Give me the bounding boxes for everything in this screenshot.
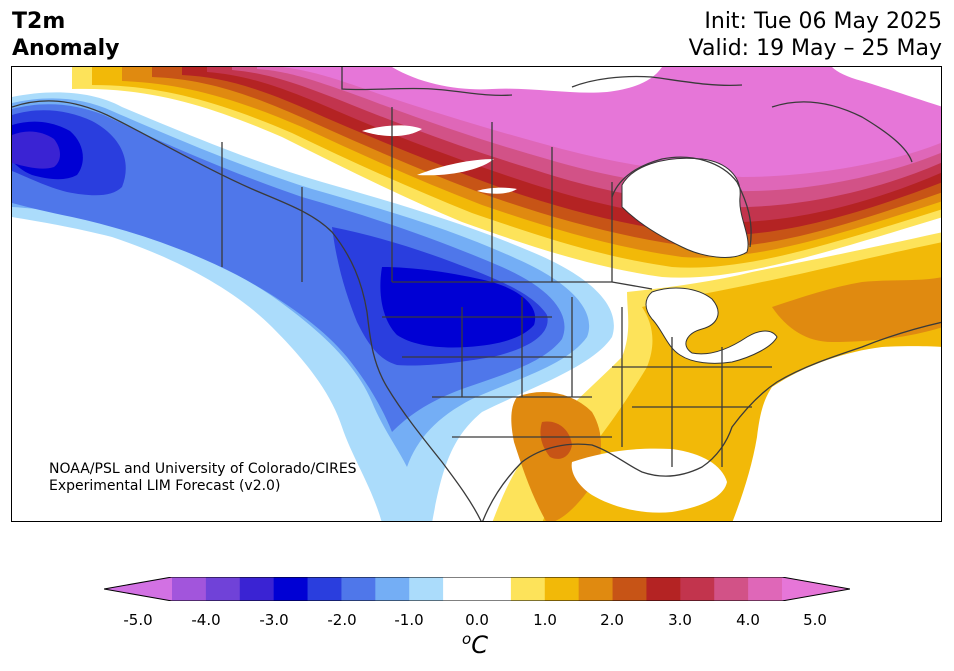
colorbar-cells bbox=[172, 577, 783, 601]
anomaly-map bbox=[11, 66, 942, 522]
init-date: Init: Tue 06 May 2025 bbox=[704, 9, 942, 34]
tick-label: -3.0 bbox=[259, 611, 289, 629]
map-canvas bbox=[12, 67, 941, 521]
greenland-white bbox=[832, 67, 941, 107]
colorbar-cell bbox=[409, 577, 444, 601]
colorbar-cell bbox=[172, 577, 207, 601]
hudson-bay bbox=[621, 157, 749, 258]
tick-label: -2.0 bbox=[327, 611, 357, 629]
tick-label: -4.0 bbox=[191, 611, 221, 629]
tick-label: 5.0 bbox=[803, 611, 827, 629]
colorbar-cell bbox=[714, 577, 749, 601]
colorbar-cell bbox=[273, 577, 309, 601]
title-line-1: T2m bbox=[12, 9, 66, 34]
unit-letter: C bbox=[471, 631, 488, 659]
credit-text: NOAA/PSL and University of Colorado/CIRE… bbox=[49, 461, 357, 495]
cold-core-rockies bbox=[380, 267, 536, 348]
valid-range: Valid: 19 May – 25 May bbox=[688, 36, 942, 61]
colorbar-cell bbox=[748, 577, 783, 601]
colorbar-cell bbox=[680, 577, 715, 601]
colorbar-tick-labels: -5.0 -4.0 -3.0 -2.0 -1.0 0.0 1.0 2.0 3.0… bbox=[0, 611, 954, 631]
tick-label: -5.0 bbox=[123, 611, 153, 629]
colorbar bbox=[104, 577, 850, 601]
pacific-ocean bbox=[12, 227, 382, 521]
colorbar-high-arrow bbox=[782, 577, 850, 601]
title-line-2: Anomaly bbox=[12, 36, 120, 61]
colorbar-cell bbox=[477, 577, 512, 601]
colorbar-low-arrow bbox=[104, 577, 172, 601]
cold-deep-alaska bbox=[12, 131, 60, 169]
arctic-islands-white-2 bbox=[417, 159, 494, 176]
map-boundaries bbox=[12, 67, 941, 521]
tick-label: 3.0 bbox=[668, 611, 692, 629]
arctic-islands-white-3 bbox=[477, 187, 517, 194]
colorbar-cell bbox=[205, 577, 241, 601]
colorbar-cell bbox=[646, 577, 681, 601]
gulf-of-mexico bbox=[571, 448, 727, 513]
unit-superscript: o bbox=[462, 630, 472, 648]
tick-label: -1.0 bbox=[394, 611, 424, 629]
warm-core bbox=[282, 67, 941, 177]
colorbar-cell bbox=[341, 577, 376, 601]
credit-line-2: Experimental LIM Forecast (v2.0) bbox=[49, 478, 281, 494]
atlantic-ocean bbox=[732, 346, 941, 521]
tick-label: 0.0 bbox=[465, 611, 489, 629]
colorbar-cell bbox=[510, 577, 546, 601]
forecast-dates: Init: Tue 06 May 2025 Valid: 19 May – 25… bbox=[689, 8, 942, 62]
colorbar-cell bbox=[307, 577, 342, 601]
warm-texas-core bbox=[540, 421, 572, 459]
colorbar-cell bbox=[544, 577, 580, 601]
colorbar-cell bbox=[375, 577, 410, 601]
colorbar-cell bbox=[578, 577, 614, 601]
colorbar-cell bbox=[443, 577, 478, 601]
colorbar-cell bbox=[239, 577, 275, 601]
colorbar-unit: oC bbox=[462, 630, 488, 659]
tick-label: 2.0 bbox=[600, 611, 624, 629]
tick-label: 4.0 bbox=[736, 611, 760, 629]
credit-line-1: NOAA/PSL and University of Colorado/CIRE… bbox=[49, 461, 357, 477]
arctic-ocean-white bbox=[392, 67, 662, 93]
map-title: T2m Anomaly bbox=[12, 8, 119, 62]
colorbar-cell bbox=[612, 577, 647, 601]
warm-northeast bbox=[772, 277, 941, 342]
tick-label: 1.0 bbox=[533, 611, 557, 629]
great-lakes bbox=[645, 287, 778, 364]
